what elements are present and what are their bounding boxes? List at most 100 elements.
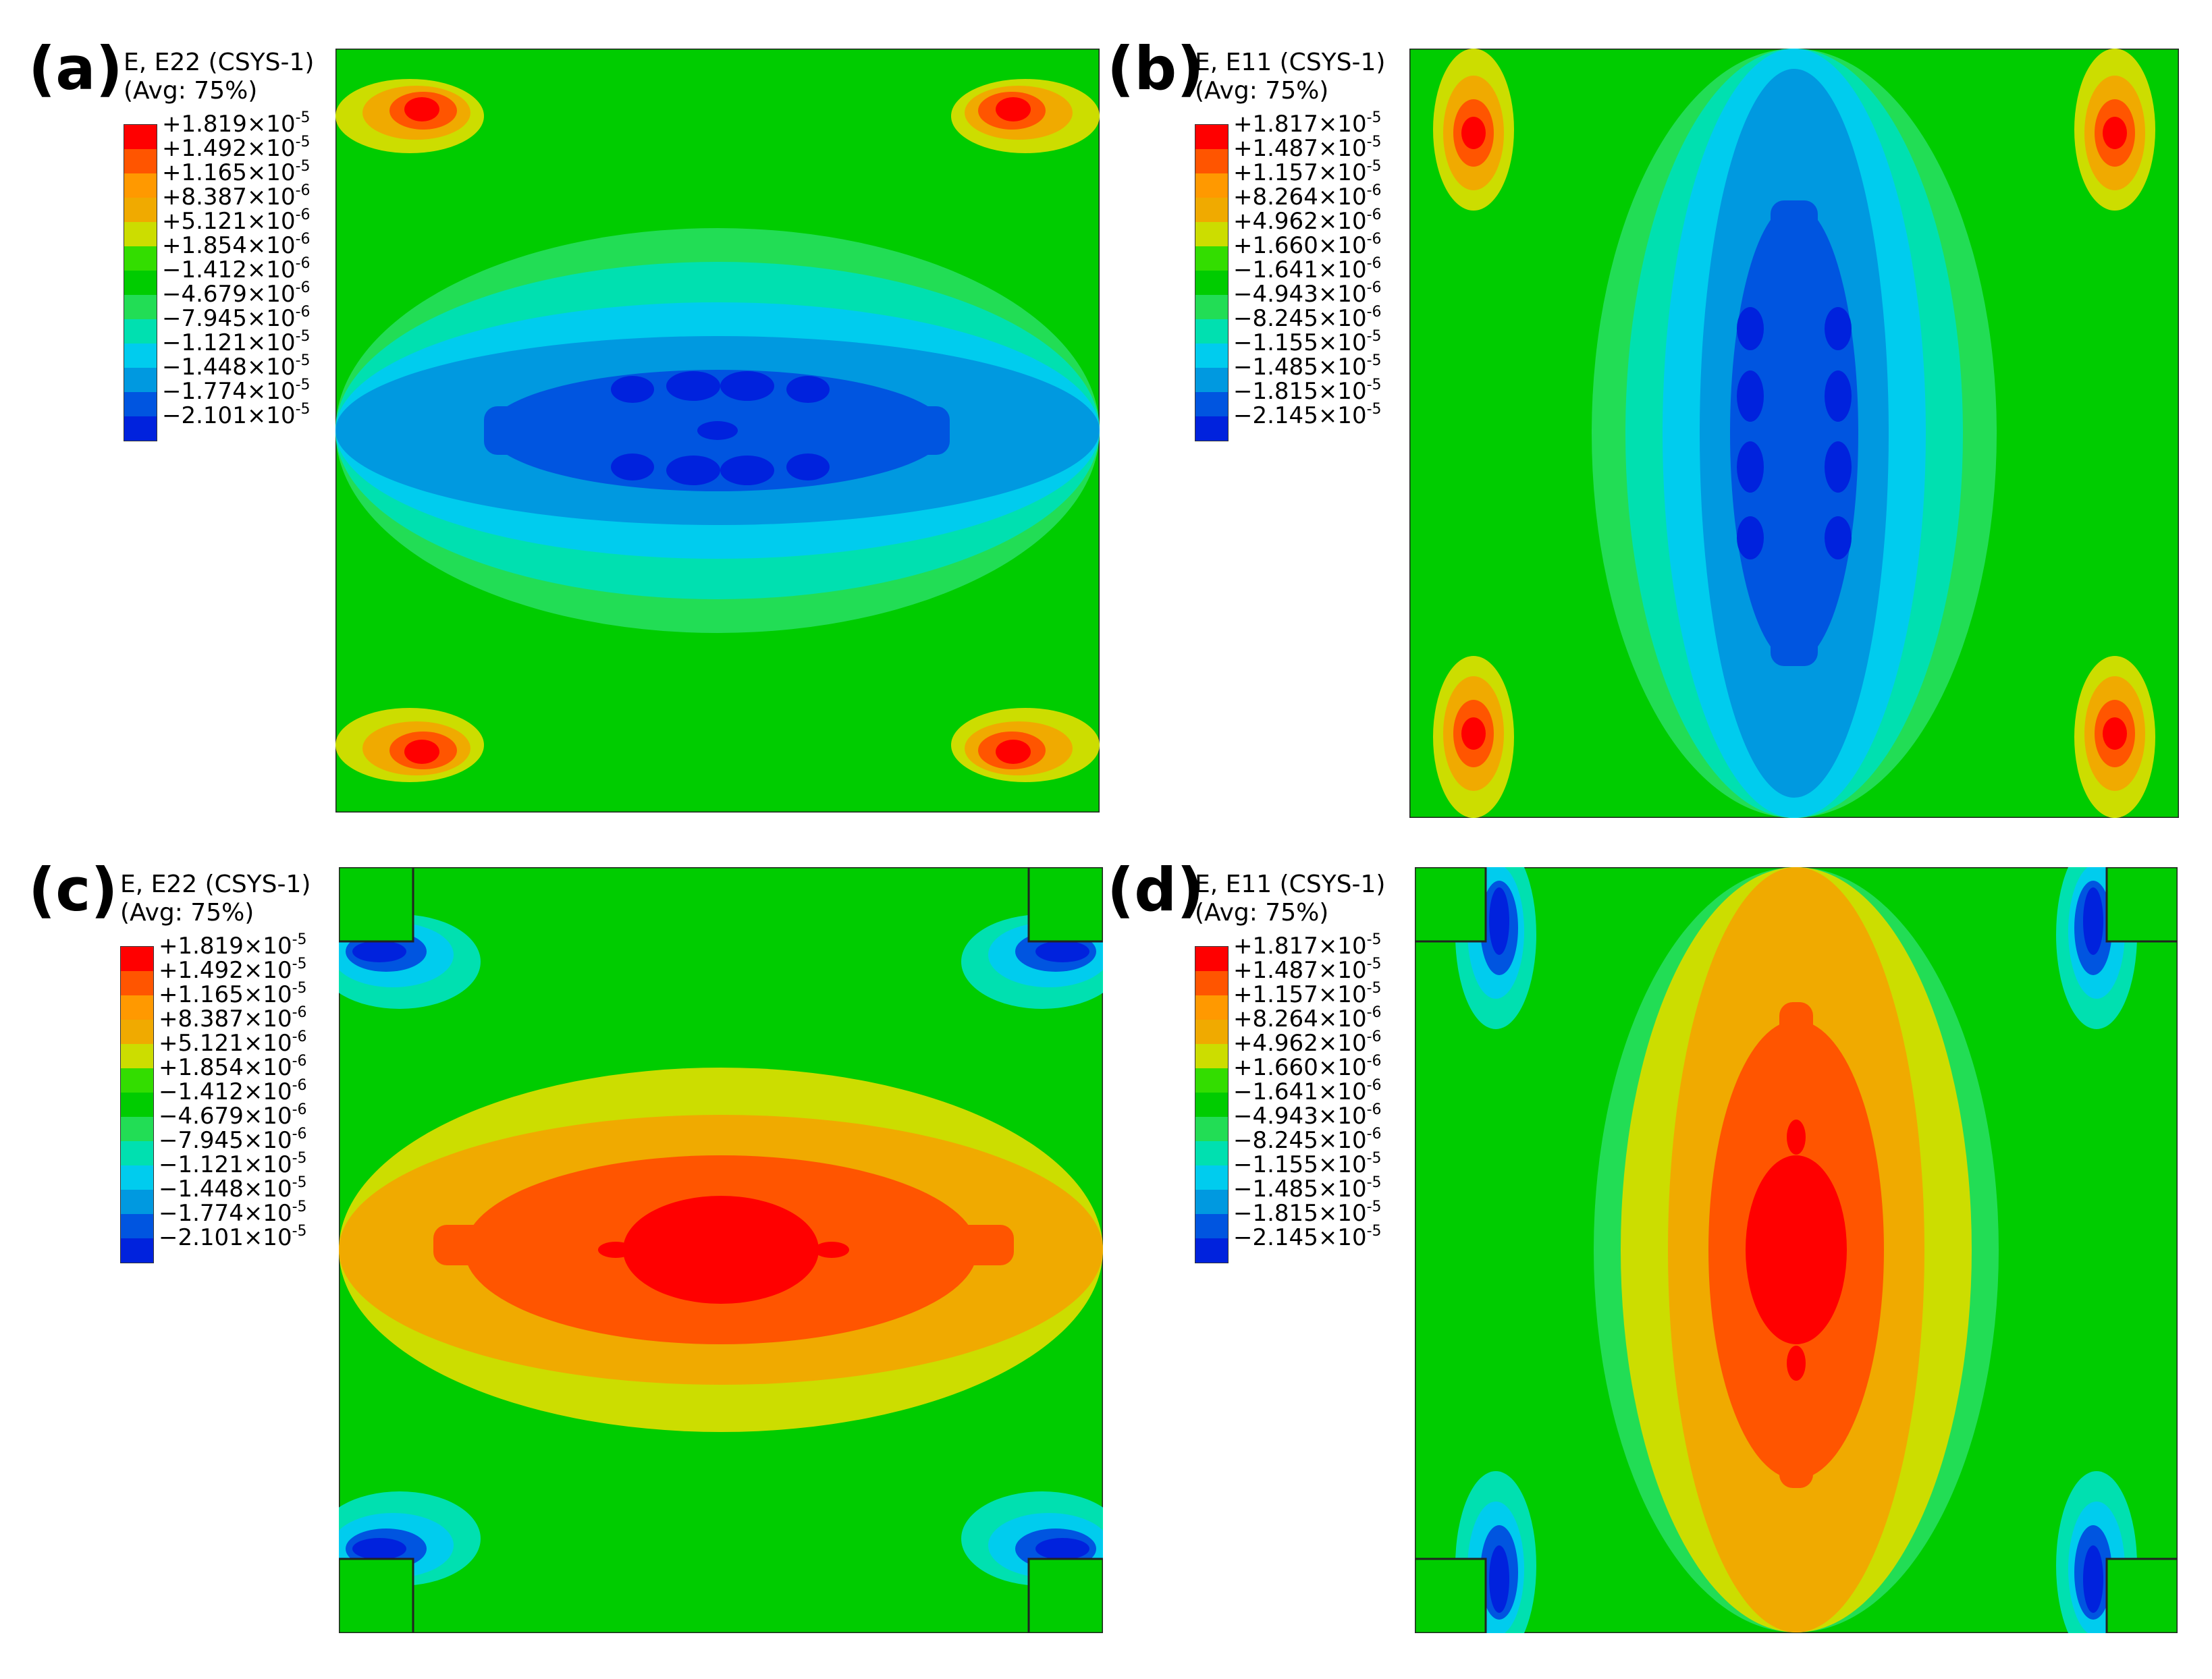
- legend-swatch: [1195, 295, 1228, 319]
- legend-tick-label: +1.165×10-5: [159, 981, 307, 1008]
- legend-tick-label: −1.412×10-6: [159, 1078, 307, 1105]
- tick-exponent: -5: [292, 1150, 307, 1167]
- legend-swatch: [1195, 319, 1228, 343]
- tick-mantissa: −1.448×10: [159, 1176, 292, 1203]
- tick-exponent: -5: [1366, 1174, 1382, 1191]
- legend-swatch: [1195, 1190, 1228, 1214]
- legend-swatch: [121, 1093, 153, 1117]
- tick-mantissa: −1.155×10: [1233, 329, 1367, 356]
- panel-a: (a) E, E22 (CSYS-1) (Avg: 75%) +1.819×10…: [0, 0, 1107, 823]
- legend-title: E, E22 (CSYS-1) (Avg: 75%): [120, 871, 311, 927]
- legend-tick-label: −1.121×10-5: [159, 1150, 307, 1178]
- tick-mantissa: −4.679×10: [162, 281, 296, 308]
- tick-mantissa: −8.245×10: [1233, 1127, 1367, 1154]
- tick-mantissa: +8.264×10: [1233, 184, 1367, 211]
- tick-exponent: -5: [295, 401, 311, 418]
- tick-mantissa: −1.121×10: [159, 1151, 292, 1178]
- tick-mantissa: +5.121×10: [162, 208, 296, 235]
- tick-exponent: -6: [1366, 1101, 1382, 1118]
- tick-exponent: -5: [295, 158, 311, 175]
- tick-mantissa: +1.487×10: [1233, 957, 1367, 984]
- tick-exponent: -6: [1366, 279, 1382, 296]
- central-band: [339, 1068, 1103, 1432]
- tick-mantissa: −4.943×10: [1233, 1103, 1367, 1130]
- legend-tick-label: −1.448×10-5: [162, 352, 311, 380]
- tick-mantissa: +1.817×10: [1233, 111, 1367, 138]
- tick-exponent: -5: [1366, 931, 1382, 948]
- legend-tick-label: −1.121×10-5: [162, 328, 311, 356]
- tick-mantissa: +8.387×10: [159, 1006, 292, 1033]
- legend-swatch: [121, 995, 153, 1020]
- panel-label: (b): [1107, 34, 1204, 103]
- tick-mantissa: −1.641×10: [1233, 256, 1367, 283]
- legend-tick-label: +4.962×10-6: [1233, 1028, 1382, 1056]
- legend-swatch: [1195, 1093, 1228, 1117]
- legend-averaging: (Avg: 75%): [120, 899, 254, 927]
- tick-exponent: -6: [1366, 1004, 1382, 1021]
- panel-label: (c): [28, 855, 118, 925]
- legend-tick-label: +1.492×10-5: [162, 135, 311, 162]
- legend-swatch: [121, 1238, 153, 1263]
- tick-exponent: -5: [1366, 134, 1382, 150]
- tick-mantissa: −1.774×10: [159, 1200, 292, 1227]
- tick-exponent: -6: [1366, 1028, 1382, 1045]
- tick-exponent: -5: [295, 352, 311, 369]
- legend-tick-label: −4.679×10-6: [162, 281, 311, 308]
- legend-swatch: [1195, 246, 1228, 271]
- legend-tick-label: −1.155×10-5: [1233, 328, 1382, 356]
- tick-exponent: -6: [295, 207, 311, 223]
- tick-mantissa: +1.660×10: [1233, 1054, 1367, 1081]
- tick-exponent: -6: [1366, 207, 1382, 223]
- legend-tick-label: +1.487×10-5: [1233, 134, 1382, 161]
- legend-tick-label: +8.264×10-6: [1233, 184, 1382, 211]
- tick-exponent: -5: [1366, 328, 1382, 345]
- legend-tick-label: +1.854×10-6: [162, 232, 311, 259]
- legend-tick-label: −8.245×10-6: [1233, 305, 1382, 331]
- legend-tick-label: +1.492×10-5: [159, 956, 307, 983]
- tick-exponent: -5: [1366, 1199, 1382, 1215]
- legend-variable: E, E22 (CSYS-1): [120, 871, 311, 898]
- tick-mantissa: +1.165×10: [162, 159, 296, 186]
- tick-mantissa: +1.492×10: [162, 135, 296, 162]
- contour-plot-e11: [1409, 49, 2179, 818]
- legend-averaging: (Avg: 75%): [1195, 77, 1329, 105]
- legend-tick-label: +1.817×10-5: [1233, 111, 1382, 138]
- tick-mantissa: −2.145×10: [1233, 402, 1367, 429]
- tick-exponent: -5: [292, 956, 307, 972]
- legend-tick-label: +8.387×10-6: [159, 1006, 307, 1033]
- tick-exponent: -6: [1366, 231, 1382, 248]
- legend-swatch: [1195, 198, 1228, 222]
- legend-tick-label: +1.660×10-6: [1233, 231, 1382, 258]
- corner-hotspots: [335, 79, 1100, 782]
- legend-tick-label: +5.121×10-6: [162, 207, 311, 235]
- tick-mantissa: +1.854×10: [162, 232, 296, 259]
- legend-tick-label: −1.155×10-5: [1233, 1151, 1382, 1178]
- legend-averaging: (Avg: 75%): [124, 77, 258, 105]
- legend-swatch: [1195, 1020, 1228, 1044]
- legend-swatch: [121, 1141, 153, 1165]
- legend-swatch: [1195, 947, 1228, 971]
- tick-exponent: -5: [292, 1174, 307, 1191]
- tick-exponent: -5: [292, 931, 307, 948]
- legend-swatch: [1195, 173, 1228, 198]
- panel-label: (d): [1107, 855, 1204, 925]
- tick-exponent: -5: [1366, 158, 1382, 175]
- legend-swatch: [1195, 1214, 1228, 1238]
- tick-exponent: -5: [295, 328, 311, 345]
- legend-variable: E, E11 (CSYS-1): [1195, 49, 1386, 76]
- panel-label: (a): [28, 34, 123, 103]
- legend-swatch: [121, 1214, 153, 1238]
- legend-swatch: [124, 271, 157, 295]
- legend-swatch: [121, 947, 153, 971]
- tick-exponent: -6: [1366, 1077, 1382, 1094]
- tick-mantissa: −7.945×10: [162, 305, 296, 332]
- legend-swatch: [1195, 1068, 1228, 1093]
- central-band: [335, 228, 1100, 633]
- color-legend-bar: [1195, 946, 1229, 1263]
- tick-mantissa: +8.264×10: [1233, 1006, 1367, 1033]
- legend-swatch: [1195, 149, 1228, 173]
- tick-exponent: -6: [295, 255, 311, 272]
- tick-mantissa: +1.819×10: [162, 111, 296, 138]
- legend-tick-label: −2.145×10-5: [1233, 1224, 1382, 1250]
- legend-swatch: [124, 416, 157, 441]
